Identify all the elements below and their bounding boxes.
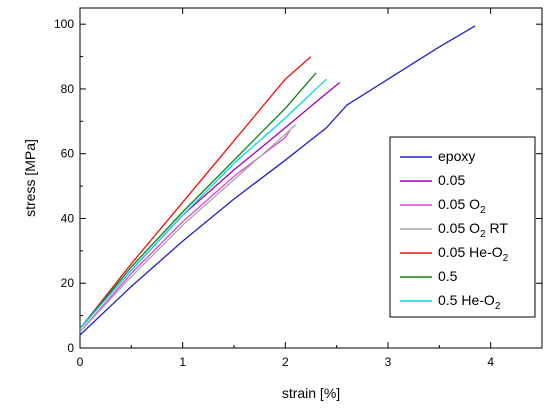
series-line-0 [79,25,476,336]
series-line-3 [79,124,297,333]
x-tick-label: 2 [282,355,289,369]
legend: epoxy 0.05 0.05 O2 0.05 O2 RT 0.05 He-O2 0.5 0… [389,136,536,318]
legend-label-5: 0.5 [438,268,458,284]
y-axis-title: stress [MPa] [22,139,38,217]
y-tick-label: 40 [61,211,75,225]
legend-label-3: 0.05 O2 RT [438,220,508,240]
y-tick-label: 0 [67,341,74,355]
y-tick-label: 100 [54,17,74,31]
y-tick-label: 20 [61,276,75,290]
x-tick-label: 0 [77,355,84,369]
series-line-2 [79,129,292,333]
legend-box [389,136,536,318]
x-tick-label: 4 [487,355,494,369]
x-tick-label: 1 [179,355,186,369]
series-lines [79,25,476,336]
legend-label-0: epoxy [438,148,475,164]
series-line-6 [79,78,327,330]
legend-label-2: 0.05 O2 [438,196,486,216]
x-tick-label: 3 [385,355,392,369]
x-axis-title: strain [%] [282,385,340,401]
legend-label-1: 0.05 [438,172,465,188]
series-line-4 [79,56,312,330]
y-tick-label: 60 [61,147,75,161]
legend-label-6: 0.5 He-O2 [438,292,501,312]
series-line-5 [79,72,317,330]
legend-label-4: 0.05 He-O2 [438,244,509,264]
y-tick-label: 80 [61,82,75,96]
